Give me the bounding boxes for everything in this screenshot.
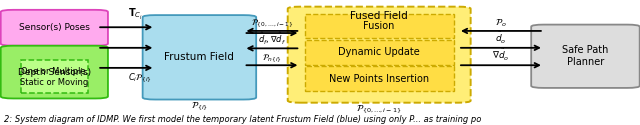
Text: New Points Insertion: New Points Insertion — [329, 74, 429, 84]
FancyBboxPatch shape — [305, 14, 454, 38]
Text: $\mathbf{T}_{C_i}$: $\mathbf{T}_{C_i}$ — [128, 7, 143, 22]
FancyBboxPatch shape — [143, 15, 256, 100]
Text: $C_i\mathcal{P}_{\{i\}}$: $C_i\mathcal{P}_{\{i\}}$ — [128, 72, 152, 84]
Text: Fusion: Fusion — [364, 21, 395, 31]
Text: $\mathcal{P}_{\{0,\ldots,i-1\}}$: $\mathcal{P}_{\{0,\ldots,i-1\}}$ — [251, 17, 293, 29]
FancyBboxPatch shape — [531, 25, 640, 88]
Text: Sensor(s) Poses: Sensor(s) Poses — [19, 23, 90, 32]
Text: $\hat{d}_o$: $\hat{d}_o$ — [495, 30, 507, 46]
Text: Fused Field: Fused Field — [350, 11, 408, 21]
Text: Dynamic Update: Dynamic Update — [339, 47, 420, 57]
FancyBboxPatch shape — [21, 60, 88, 93]
FancyBboxPatch shape — [305, 66, 454, 91]
FancyBboxPatch shape — [1, 46, 108, 98]
Text: $\mathcal{P}_o$: $\mathcal{P}_o$ — [495, 17, 507, 29]
Text: $\nabla\hat{d}_o$: $\nabla\hat{d}_o$ — [492, 47, 509, 63]
Text: $\mathcal{P}_{n\{i\}}$: $\mathcal{P}_{n\{i\}}$ — [262, 52, 282, 64]
Text: One or Multiple,
Static or Moving: One or Multiple, Static or Moving — [20, 67, 88, 86]
Text: Safe Path
Planner: Safe Path Planner — [563, 46, 609, 67]
FancyBboxPatch shape — [305, 40, 454, 65]
Text: Depth Sensor(s): Depth Sensor(s) — [18, 68, 91, 77]
Text: $\hat{d}_f, \nabla\hat{d}_f$: $\hat{d}_f, \nabla\hat{d}_f$ — [258, 31, 286, 47]
FancyBboxPatch shape — [288, 7, 470, 103]
Text: Frustum Field: Frustum Field — [164, 52, 234, 62]
Text: $\mathcal{P}_{\{0,\ldots,i-1\}}$: $\mathcal{P}_{\{0,\ldots,i-1\}}$ — [356, 104, 402, 115]
FancyBboxPatch shape — [1, 10, 108, 46]
Text: $\mathcal{P}_{\{i\}}$: $\mathcal{P}_{\{i\}}$ — [191, 100, 208, 112]
Text: 2: System diagram of IDMP. We first model the temporary latent Frustum Field (bl: 2: System diagram of IDMP. We first mode… — [4, 115, 481, 124]
